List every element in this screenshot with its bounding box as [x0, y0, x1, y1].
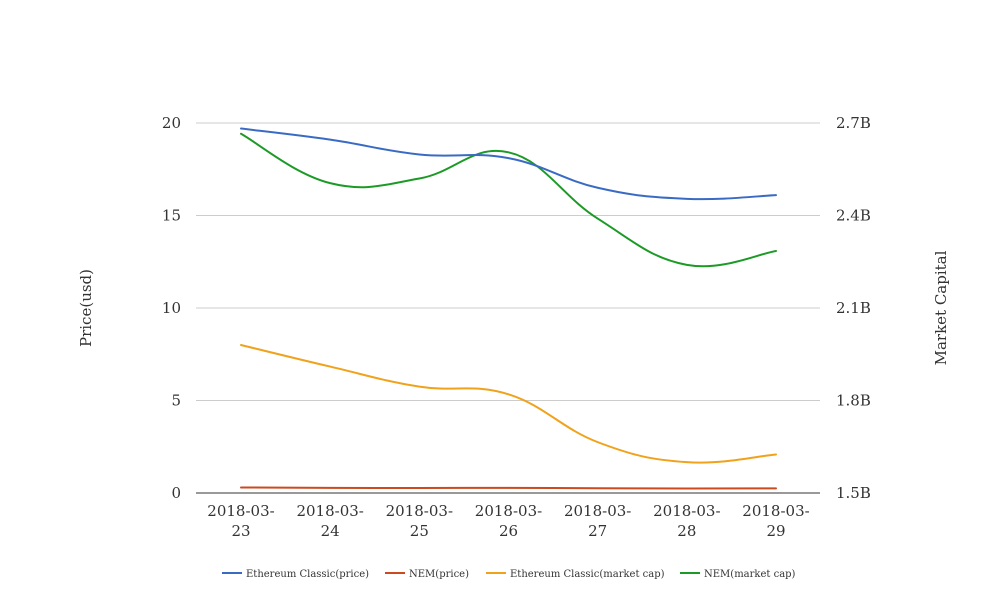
- left-tick-label: 15: [162, 207, 181, 225]
- right-tick-label: 2.7B: [836, 114, 871, 132]
- x-tick-label: 2018-03-28: [653, 502, 720, 540]
- right-axis-title: Market Capital: [932, 250, 950, 365]
- left-tick-label: 0: [171, 484, 181, 502]
- x-axis-ticks: 2018-03-23 2018-03-24 2018-03-25 2018-03-26…: [207, 502, 809, 540]
- left-axis-ticks: 0 5 10 15 20: [162, 114, 181, 502]
- x-tick-label: 2018-03-25: [386, 502, 453, 540]
- x-tick-label: 2018-03-26: [475, 502, 542, 540]
- x-tick-label: 2018-03-29: [742, 502, 809, 540]
- legend-label: NEM(price): [409, 569, 469, 580]
- right-tick-label: 1.8B: [836, 392, 871, 410]
- series-line-1: [240, 486, 777, 490]
- right-tick-label: 2.4B: [836, 207, 871, 225]
- x-tick-label: 2018-03-23: [207, 502, 274, 540]
- legend-item: NEM(price): [385, 569, 469, 580]
- left-tick-label: 10: [162, 299, 181, 317]
- left-tick-label: 20: [162, 114, 181, 132]
- left-axis-title: Price(usd): [77, 269, 95, 347]
- left-tick-label: 5: [171, 392, 181, 410]
- legend-item: Ethereum Classic(price): [222, 569, 369, 580]
- right-tick-label: 2.1B: [836, 299, 871, 317]
- x-tick-label: 2018-03-27: [564, 502, 631, 540]
- x-tick-label: 2018-03-24: [296, 502, 363, 540]
- legend-label: NEM(market cap): [704, 569, 796, 580]
- legend-item: Ethereum Classic(market cap): [486, 569, 665, 580]
- legend-label: Ethereum Classic(price): [246, 569, 369, 580]
- right-axis-ticks: 1.5B 1.8B 2.1B 2.4B 2.7B: [836, 114, 871, 502]
- series-line-0: [240, 127, 777, 201]
- right-tick-label: 1.5B: [836, 484, 871, 502]
- grid-lines: [196, 122, 820, 494]
- legend: Ethereum Classic(price) NEM(price) Ethereu…: [222, 569, 796, 580]
- legend-item: NEM(market cap): [680, 569, 796, 580]
- series-line-3: [240, 132, 777, 268]
- series-lines: [240, 127, 777, 490]
- series-line-2: [240, 344, 777, 464]
- legend-label: Ethereum Classic(market cap): [510, 569, 665, 580]
